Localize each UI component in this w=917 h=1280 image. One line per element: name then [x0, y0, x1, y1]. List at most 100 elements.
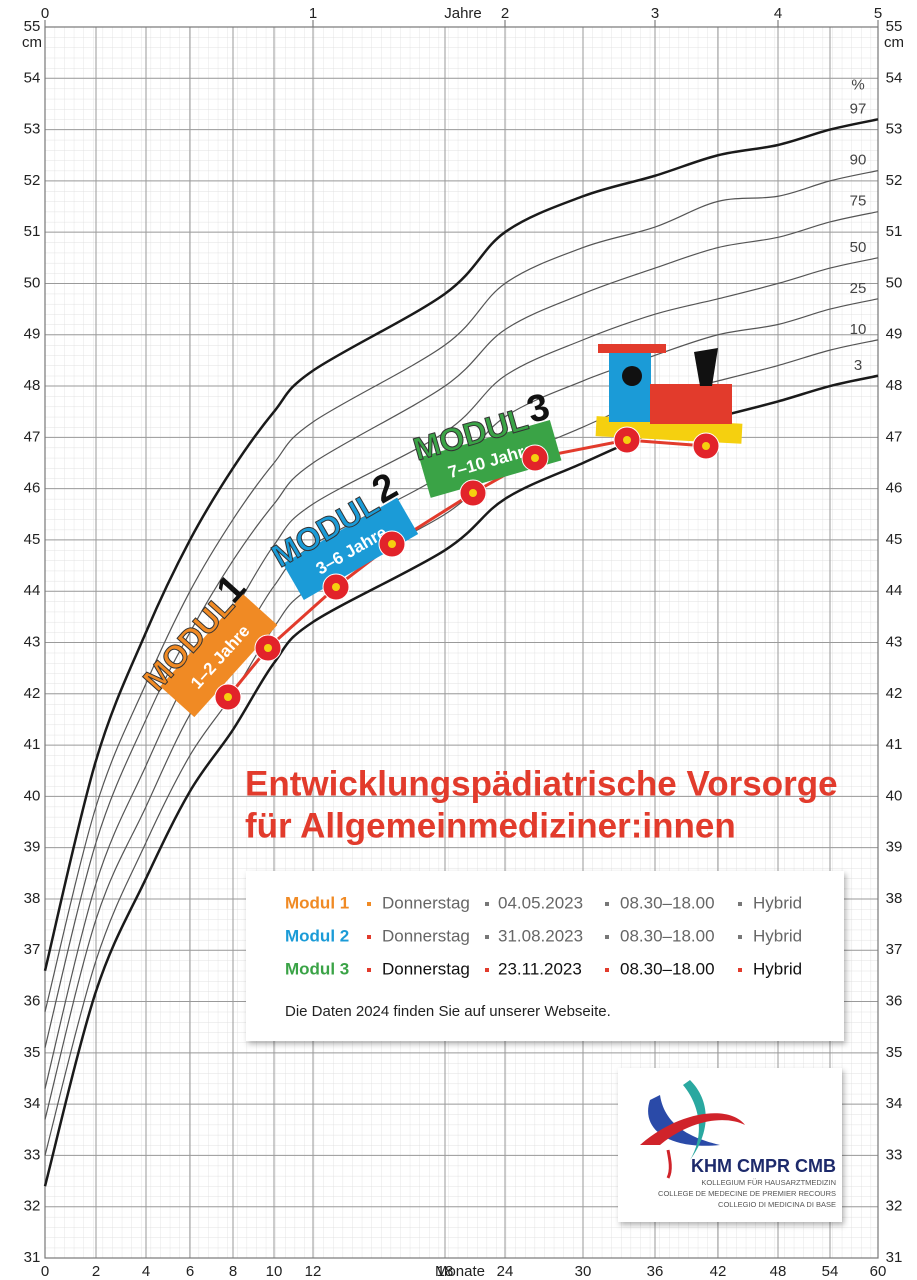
separator-dot	[605, 935, 609, 939]
separator-dot	[485, 902, 489, 906]
title: Entwicklungspädiatrische Vorsorge	[245, 764, 838, 803]
x-tick-label: 54	[822, 1263, 839, 1280]
percentile-curve	[44, 257, 879, 1089]
schedule-mode: Hybrid	[753, 959, 802, 978]
x2-tick-label: 5	[874, 5, 882, 22]
y-tick-label: 55	[24, 18, 41, 35]
wheel-hub	[623, 436, 631, 444]
schedule-mode: Hybrid	[753, 893, 802, 912]
x-tick-label: 4	[142, 1263, 150, 1280]
y-tick-label: 40	[886, 787, 903, 804]
x-axis-label: Monate	[435, 1263, 485, 1280]
percentile-curve	[43, 118, 879, 972]
schedule-time: 08.30–18.00	[620, 959, 715, 978]
x-tick-label: 8	[229, 1263, 237, 1280]
series-label: 25	[850, 280, 867, 297]
y-tick-label: 51	[886, 223, 903, 240]
wheel-hub	[264, 644, 272, 652]
series-label: 3	[854, 357, 862, 374]
y-tick-label: 37	[886, 941, 903, 958]
schedule-time: 08.30–18.00	[620, 926, 715, 945]
plot-frame	[44, 26, 879, 1259]
logo-line: COLLEGIO DI MEDICINA DI BASE	[718, 1200, 836, 1209]
wheel-hub	[332, 583, 340, 591]
logo-swirl	[640, 1113, 745, 1145]
y-tick-label: 53	[886, 121, 903, 138]
y-tick-label: 46	[886, 480, 903, 497]
series-label: 97	[850, 100, 867, 117]
y-tick-label: 42	[886, 685, 903, 702]
y-tick-label: 36	[886, 993, 903, 1010]
x-tick-label: 12	[305, 1263, 322, 1280]
y-tick-label: 45	[886, 531, 903, 548]
wagon-body	[419, 420, 562, 498]
y-tick-label: 43	[886, 633, 903, 650]
separator-dot	[605, 902, 609, 906]
x2-axis-label: Jahre	[444, 5, 482, 22]
schedule-mode: Hybrid	[753, 926, 802, 945]
x-tick-label: 0	[41, 1263, 49, 1280]
separator-dot	[738, 968, 742, 972]
y-tick-label: 44	[24, 582, 41, 599]
y-tick-label: 49	[886, 326, 903, 343]
separator-dot	[605, 968, 609, 972]
y-tick-label: 48	[886, 377, 903, 394]
y-tick-label: 39	[886, 839, 903, 856]
wheel-hub	[702, 442, 710, 450]
x-tick-label: 30	[575, 1263, 592, 1280]
separator-dot	[367, 902, 371, 906]
schedule-date: 04.05.2023	[498, 893, 583, 912]
loco-body	[650, 384, 732, 424]
x2-tick-label: 3	[651, 5, 659, 22]
y-tick-label: 37	[24, 941, 41, 958]
y-tick-label: 34	[24, 1095, 41, 1112]
series-label: 90	[850, 152, 867, 169]
loco-cab	[609, 352, 651, 422]
y-unit: cm	[884, 34, 904, 51]
y-tick-label: 52	[24, 172, 41, 189]
note: Die Daten 2024 finden Sie auf unserer We…	[285, 1003, 611, 1020]
schedule-module: Modul 2	[285, 926, 349, 945]
y-tick-label: 34	[886, 1095, 903, 1112]
loco-window	[622, 366, 642, 386]
schedule-module: Modul 1	[285, 893, 349, 912]
y-unit: cm	[22, 34, 42, 51]
y-tick-label: 50	[24, 274, 41, 291]
logo-line: KOLLEGIUM FÜR HAUSARZTMEDIZIN	[701, 1178, 836, 1187]
y-tick-label: 33	[886, 1146, 903, 1163]
schedule-day: Donnerstag	[382, 959, 470, 978]
title: für Allgemeinmediziner:innen	[245, 806, 736, 845]
y-tick-label: 38	[24, 890, 41, 907]
y-tick-label: 41	[24, 736, 41, 753]
percent-label: %	[851, 76, 864, 93]
y-tick-label: 45	[24, 531, 41, 548]
y-tick-label: 33	[24, 1146, 41, 1163]
schedule-date: 31.08.2023	[498, 926, 583, 945]
logo-mark	[640, 1080, 745, 1179]
series-label: 10	[850, 321, 867, 338]
x-tick-label: 36	[647, 1263, 664, 1280]
y-tick-label: 35	[24, 1044, 41, 1061]
percentile-curve	[44, 211, 879, 1048]
separator-dot	[485, 968, 489, 972]
logo-swirl	[683, 1080, 706, 1160]
y-tick-label: 42	[24, 685, 41, 702]
schedule-time: 08.30–18.00	[620, 893, 715, 912]
y-tick-label: 44	[886, 582, 903, 599]
separator-dot	[367, 935, 371, 939]
separator-dot	[738, 902, 742, 906]
loco-roof	[598, 344, 666, 353]
y-tick-label: 41	[886, 736, 903, 753]
y-tick-label: 35	[886, 1044, 903, 1061]
wheel-hub	[224, 693, 232, 701]
y-tick-label: 54	[24, 69, 41, 86]
separator-dot	[485, 935, 489, 939]
y-tick-label: 55	[886, 18, 903, 35]
x2-tick-label: 4	[774, 5, 782, 22]
y-tick-label: 40	[24, 787, 41, 804]
x2-tick-label: 2	[501, 5, 509, 22]
schedule-date: 23.11.2023	[498, 959, 582, 978]
logo-name: KHM CMPR CMB	[691, 1156, 836, 1176]
y-tick-label: 47	[886, 428, 903, 445]
